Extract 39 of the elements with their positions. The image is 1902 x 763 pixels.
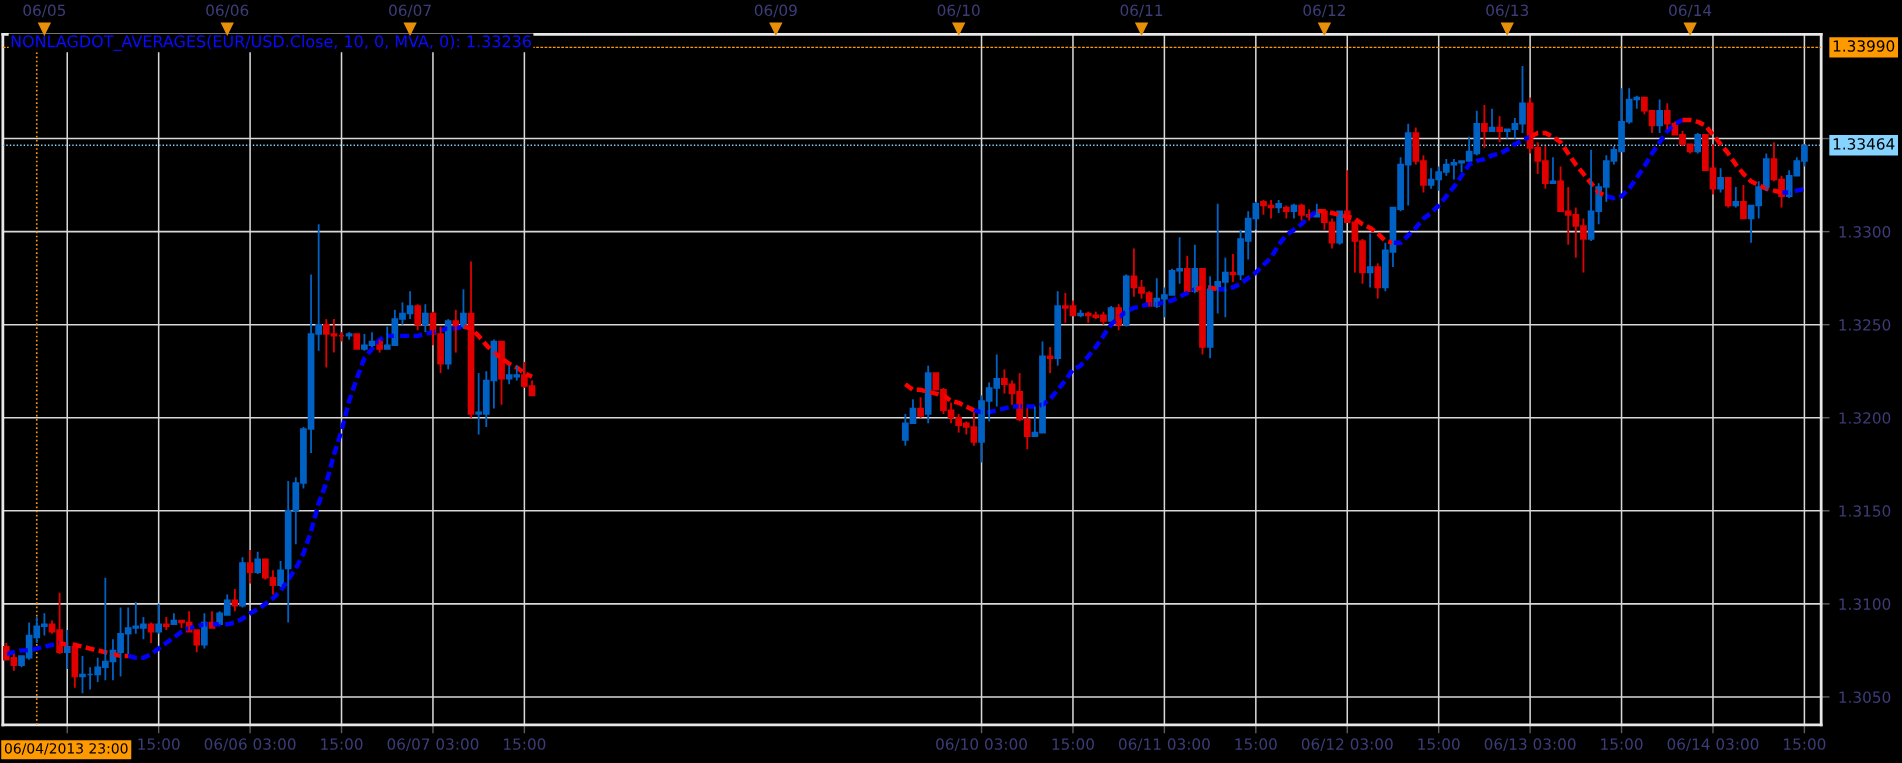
x-tick-label: 15:00: [1601, 738, 1643, 750]
x2-tick-label: 06/07: [389, 4, 431, 18]
ref-line-label: 1.33464: [1833, 138, 1895, 150]
x-tick-label: 06/07 03:00: [387, 738, 479, 752]
y-tick-label: 1.3200: [1839, 412, 1891, 424]
x-tick-label: 15:00: [1784, 738, 1826, 750]
x-tick-label: 06/10 03:00: [936, 738, 1027, 752]
x2-tick-label: 06/12: [1303, 4, 1345, 18]
x-tick-label: 15:00: [1235, 738, 1277, 750]
ref-line-label: 1.33990: [1833, 40, 1895, 52]
x-tick-label: 06/06 03:00: [204, 738, 296, 752]
x-tick-label: 06/14 03:00: [1667, 738, 1759, 752]
x-tick-label: 06/12 03:00: [1301, 738, 1393, 752]
x-tick-label: 15:00: [321, 738, 363, 750]
annotation: NONLAGDOT_AVERAGES(EUR/USD.Close, 10, 0, MVA, 0): 1.33236: [11, 35, 531, 51]
x2-tick-label: 06/05: [23, 4, 66, 18]
y-tick-label: 1.3250: [1839, 319, 1891, 331]
ref-line-label: 06/04/2013 23:00: [4, 743, 128, 755]
x-tick-label: 15:00: [1052, 738, 1094, 750]
x-tick-label: 15:00: [138, 738, 180, 750]
candlestick: [917, 396, 924, 419]
y-tick-label: 1.3150: [1839, 505, 1891, 517]
y-tick-label: 1.3300: [1839, 226, 1891, 238]
y-tick-label: 1.3100: [1839, 598, 1891, 610]
candlestick: [1717, 167, 1724, 194]
x2-tick-label: 06/06: [206, 4, 249, 18]
x-tick-label: 15:00: [504, 738, 546, 750]
candlestick: [79, 655, 86, 695]
x2-tick-label: 06/11: [1120, 4, 1163, 18]
x2-tick-label: 06/09: [754, 4, 797, 18]
x-tick-label: 15:00: [1418, 738, 1460, 750]
candlestick: [1740, 184, 1747, 220]
x2-tick-label: 06/10: [937, 4, 980, 18]
x2-tick-label: 06/14: [1669, 4, 1712, 18]
x2-tick-label: 06/13: [1486, 4, 1529, 18]
x-tick-label: 06/13 03:00: [1484, 738, 1576, 752]
x-tick-label: 06/11 03:00: [1118, 738, 1210, 752]
y-tick-label: 1.3050: [1839, 691, 1891, 703]
candlestick: [353, 333, 361, 350]
